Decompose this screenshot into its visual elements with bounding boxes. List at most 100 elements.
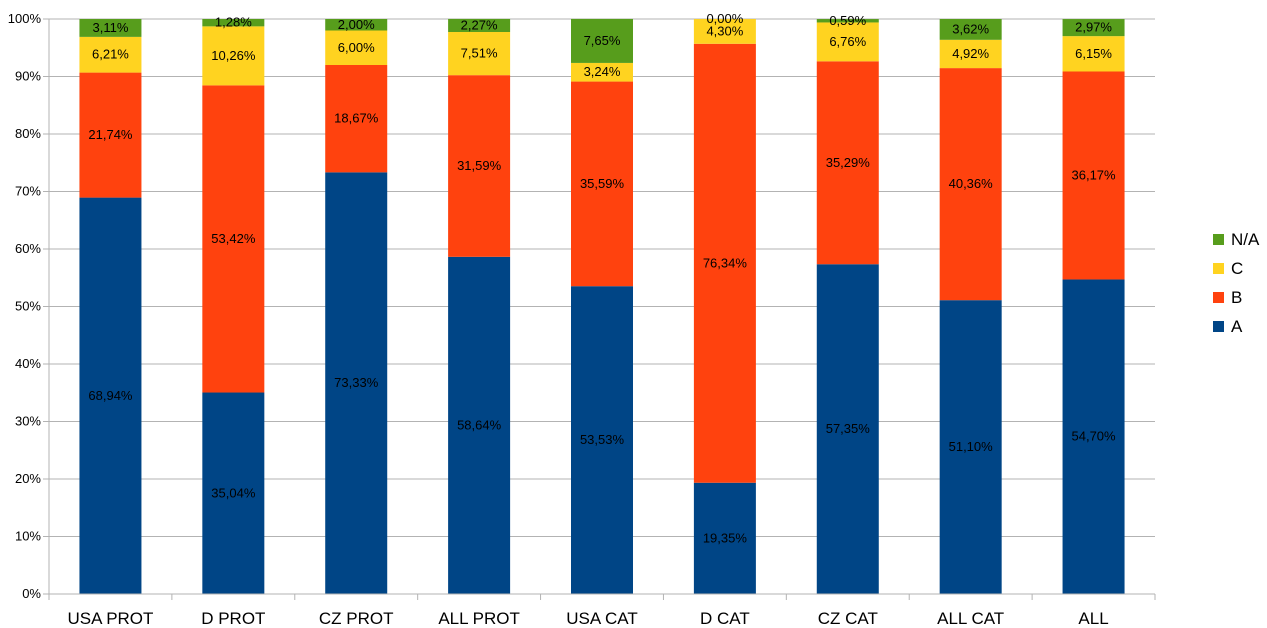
data-label-c: 10,26% (211, 48, 256, 63)
data-label-b: 40,36% (949, 176, 994, 191)
y-tick-label: 80% (15, 126, 41, 141)
bar-segment-c (448, 31, 511, 76)
y-tick-label: 40% (15, 356, 41, 371)
bar-segment-b (693, 43, 756, 483)
bar-segment-b (325, 65, 388, 173)
data-label-na: 3,62% (952, 21, 989, 36)
data-label-na: 7,65% (584, 33, 621, 48)
x-tick-label: ALL (1078, 609, 1108, 628)
bars: 68,94% 21,74% 6,21% 3,11% 35,04% 53,42% 10,26%… (79, 11, 1125, 595)
x-tick-label: USA PROT (67, 609, 153, 628)
bar-segment-na (939, 19, 1002, 40)
bar-segment-na (1062, 19, 1125, 37)
legend-label-b: B (1231, 288, 1242, 307)
bar-segment-c (79, 36, 142, 73)
y-tick-label: 20% (15, 471, 41, 486)
bar-segment-na (325, 19, 388, 31)
y-tick-label: 60% (15, 241, 41, 256)
bar-segment-c (1062, 36, 1125, 72)
bar-segment-b (1062, 71, 1125, 280)
data-label-a: 19,35% (703, 530, 748, 545)
data-label-b: 53,42% (211, 231, 256, 246)
data-label-b: 36,17% (1072, 167, 1117, 182)
legend: N/A CBA (1213, 230, 1260, 336)
data-label-a: 73,33% (334, 375, 379, 390)
data-label-na: 3,11% (92, 20, 128, 35)
data-label-c: 6,76% (829, 34, 866, 49)
bar-segment-a (448, 256, 511, 594)
data-label-c: 7,51% (461, 46, 498, 61)
data-label-a: 58,64% (457, 417, 502, 432)
data-label-c: 6,15% (1075, 46, 1112, 61)
bar-segment-a (571, 286, 633, 594)
y-tick-label: 0% (22, 586, 41, 601)
data-label-na: 2,27% (461, 17, 498, 32)
x-tick-label: ALL PROT (438, 609, 520, 628)
data-label-na: 1,28% (215, 15, 252, 30)
data-label-c: 4,92% (952, 46, 989, 61)
bar-segment-b (816, 61, 879, 265)
bar-segment-na (816, 19, 879, 23)
bar-segment-na (79, 19, 142, 37)
data-label-a: 51,10% (949, 439, 994, 454)
data-label-a: 68,94% (88, 388, 133, 403)
bar-segment-c (693, 19, 756, 44)
data-label-c: 3,24% (584, 64, 621, 79)
legend-swatch-na (1213, 234, 1224, 245)
bar-segment-b (939, 68, 1002, 301)
y-tick-label: 90% (15, 69, 41, 84)
data-label-b: 76,34% (703, 255, 748, 270)
bar-segment-a (202, 392, 265, 594)
data-label-a: 54,70% (1072, 429, 1117, 444)
x-tick-label: USA CAT (566, 609, 637, 628)
bar-segment-c (325, 30, 388, 65)
data-label-b: 18,67% (334, 111, 379, 126)
bar-segment-c (202, 26, 265, 86)
data-label-c: 4,30% (706, 23, 743, 38)
bar-segment-a (816, 264, 879, 594)
bar-segment-b (448, 75, 511, 257)
bar-segment-b (202, 85, 265, 393)
x-tick-label: CZ CAT (818, 609, 878, 628)
bar-segment-a (325, 172, 388, 595)
legend-label-c: C (1231, 259, 1243, 278)
x-tick-label: ALL CAT (937, 609, 1004, 628)
bar-segment-na (448, 18, 511, 32)
legend-swatch-c (1213, 263, 1224, 274)
data-label-b: 31,59% (457, 158, 502, 173)
bar-segment-na (571, 18, 633, 63)
data-label-b: 35,29% (826, 155, 871, 170)
data-label-b: 21,74% (88, 127, 133, 142)
bar-segment-a (693, 482, 756, 594)
bar-segment-a (79, 197, 142, 594)
bar-segment-b (571, 81, 633, 287)
y-tick-label: 10% (15, 529, 41, 544)
data-label-a: 53,53% (580, 432, 625, 447)
data-label-na: 2,97% (1075, 20, 1112, 35)
bar-segment-c (939, 39, 1002, 69)
legend-swatch-a (1213, 321, 1224, 332)
legend-label-a: A (1231, 317, 1243, 336)
bar-segment-b (79, 72, 142, 198)
data-label-na: 0,59% (829, 13, 866, 28)
data-label-b: 35,59% (580, 176, 625, 191)
x-axis: USA PROT D PROT CZ PROT ALL PROT USA CAT D CA… (48, 593, 1156, 628)
x-tick-label: D CAT (700, 609, 750, 628)
bar-segment-a (939, 300, 1002, 594)
x-tick-label: CZ PROT (319, 609, 394, 628)
y-tick-label: 100% (8, 11, 42, 26)
bar-segment-na (202, 19, 265, 27)
x-tick-label: D PROT (201, 609, 265, 628)
bar-segment-c (571, 62, 633, 82)
data-label-c: 6,00% (338, 40, 375, 55)
legend-swatch-b (1213, 292, 1224, 303)
y-tick-label: 50% (15, 299, 41, 314)
data-label-a: 35,04% (211, 485, 256, 500)
bar-segment-a (1062, 279, 1125, 594)
data-label-na: 2,00% (338, 17, 375, 32)
bar-segment-c (816, 22, 879, 62)
data-label-na: 0,00% (706, 11, 743, 26)
y-tick-label: 70% (15, 184, 41, 199)
legend-label-na: N/A (1231, 230, 1260, 249)
